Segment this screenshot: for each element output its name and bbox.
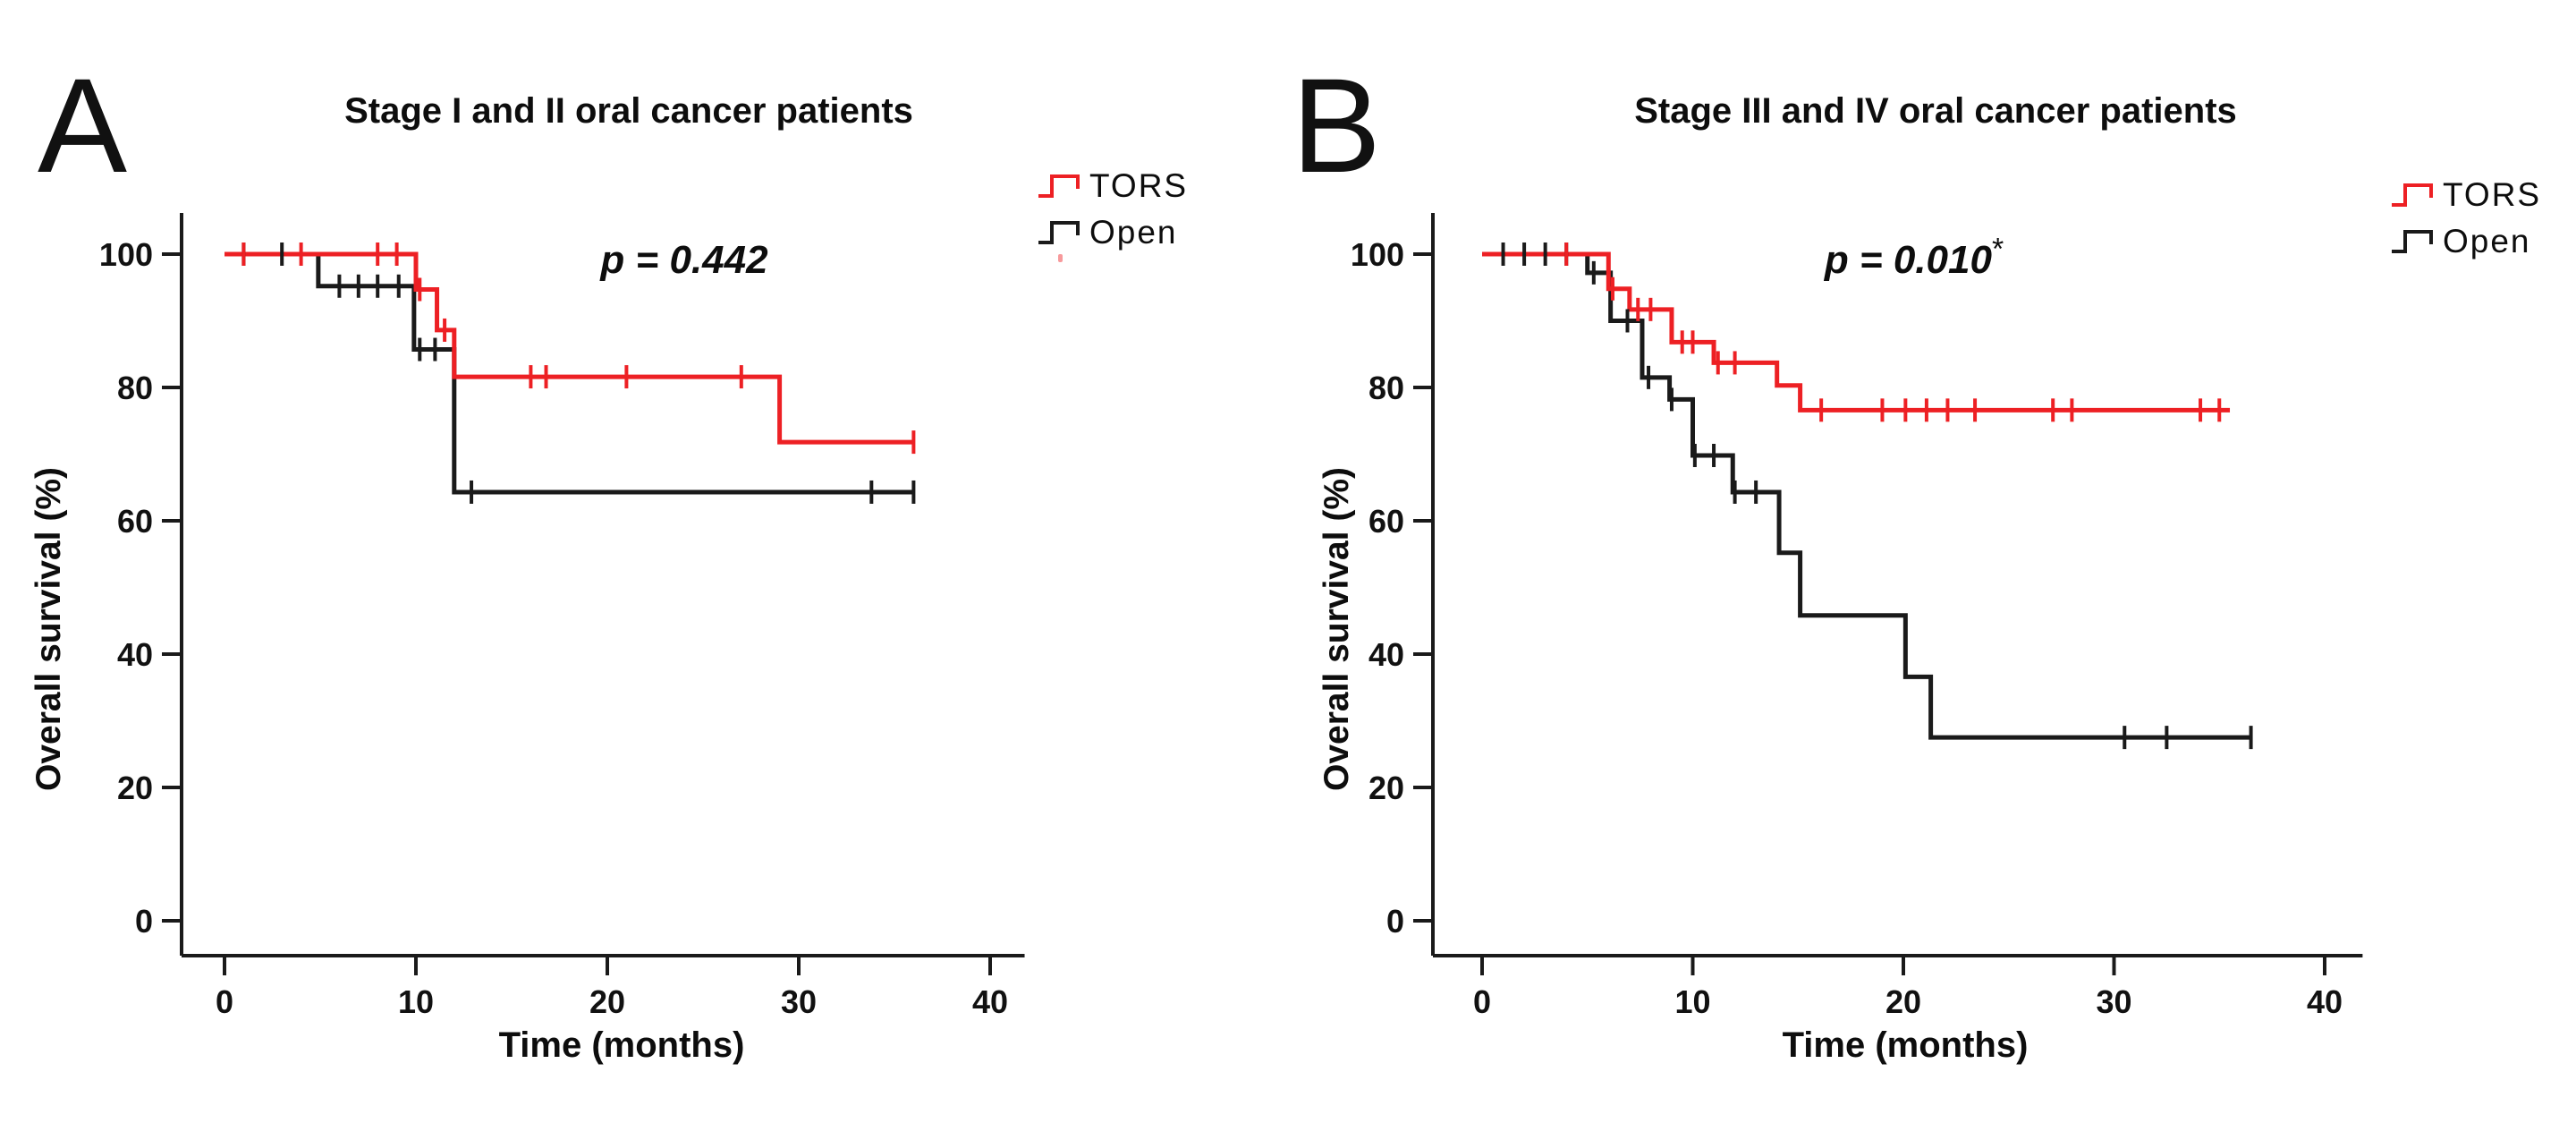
x-tick-label: 10 — [1674, 983, 1710, 1020]
y-tick-label: 100 — [1351, 236, 1404, 273]
x-tick-label: 0 — [1473, 983, 1491, 1020]
x-tick-label: 40 — [972, 983, 1008, 1020]
legend-label-open: Open — [2443, 223, 2531, 259]
y-tick-label: 100 — [99, 236, 153, 273]
stray-red-mark — [1058, 254, 1063, 262]
tors-step-line-icon — [2392, 183, 2433, 207]
x-tick-label: 40 — [2307, 983, 2343, 1020]
panel-b-x-axis-title: Time (months) — [1782, 1025, 2029, 1065]
panel-b-legend-item-open: Open — [2389, 218, 2541, 265]
legend-label-tors: TORS — [2443, 176, 2542, 213]
x-tick-label: 10 — [398, 983, 434, 1020]
x-tick-label: 30 — [781, 983, 817, 1020]
open-survival-curve — [225, 251, 914, 495]
x-tick-label: 30 — [2096, 983, 2131, 1020]
panel-a-x-axis-title: Time (months) — [498, 1025, 745, 1065]
y-tick-label: 40 — [1368, 636, 1404, 673]
y-tick-label: 0 — [1386, 903, 1404, 940]
y-tick-label: 60 — [117, 503, 153, 540]
panel-a-legend-item-tors: TORS — [1036, 163, 1188, 209]
y-tick-label: 0 — [135, 903, 153, 940]
legend-label-open: Open — [1089, 214, 1178, 251]
significance-asterisk: * — [1991, 232, 2004, 267]
panel-b-label: B — [1292, 50, 1382, 200]
panel-b-y-axis-title: Overall survival (%) — [1318, 466, 1356, 792]
panel-a-y-axis-title: Overall survival (%) — [30, 466, 68, 792]
panel-a-chart: 100 80 60 40 20 0 0 10 20 30 40 — [99, 213, 1025, 1020]
y-tick-label: 20 — [1368, 770, 1404, 806]
panel-a-title: Stage I and II oral cancer patients — [344, 91, 913, 131]
tors-step-line-icon — [1038, 174, 1080, 198]
panel-a-p-value-text: p = 0.442 — [600, 238, 768, 282]
y-tick-label: 40 — [117, 636, 153, 673]
panel-a-legend: TORS Open — [1036, 163, 1188, 256]
panel-b-p-value: p = 0.010* — [1824, 234, 2004, 283]
x-tick-label: 0 — [216, 983, 233, 1020]
tors-survival-curve — [225, 251, 914, 445]
open-survival-curve — [1482, 251, 2251, 740]
panel-a-legend-item-open: Open — [1036, 209, 1188, 256]
panel-b-title: Stage III and IV oral cancer patients — [1634, 91, 2237, 131]
open-step-line-icon — [2392, 230, 2433, 253]
y-tick-label: 20 — [117, 770, 153, 806]
x-tick-label: 20 — [1885, 983, 1921, 1020]
panel-a-p-value: p = 0.442 — [600, 238, 767, 283]
panel-a-label: A — [38, 50, 128, 200]
y-tick-label: 80 — [117, 370, 153, 406]
panel-b-p-value-text: p = 0.010 — [1824, 238, 1992, 282]
panel-b-chart: 100 80 60 40 20 0 0 10 20 30 40 — [1351, 213, 2363, 1020]
y-tick-label: 60 — [1368, 503, 1404, 540]
panel-b-legend-item-tors: TORS — [2389, 172, 2541, 218]
y-tick-label: 80 — [1368, 370, 1404, 406]
panel-b-legend: TORS Open — [2389, 172, 2541, 265]
legend-label-tors: TORS — [1089, 167, 1189, 204]
open-step-line-icon — [1038, 221, 1080, 244]
x-tick-label: 20 — [589, 983, 625, 1020]
